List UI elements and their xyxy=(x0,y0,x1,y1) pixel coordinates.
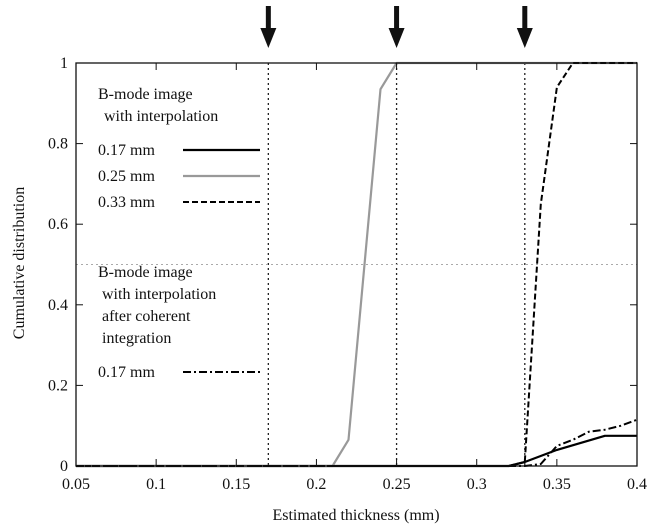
arrow-head-1 xyxy=(388,28,405,48)
legend-entry-label-g1-2: 0.33 mm xyxy=(98,194,155,211)
legend-group2-title-line-2: after coherent xyxy=(102,308,191,325)
legend-group1-title-line-0: B-mode image xyxy=(98,86,193,103)
reference-lines xyxy=(76,63,637,466)
legend-group2-title-line-0: B-mode image xyxy=(98,264,193,281)
arrow-markers xyxy=(260,6,533,48)
y-tick-label-1: 0.2 xyxy=(48,377,68,394)
x-tick-label-0: 0.05 xyxy=(62,476,90,493)
arrow-icon-1 xyxy=(388,6,405,48)
arrow-icon-2 xyxy=(516,6,533,48)
arrow-shaft-1 xyxy=(394,6,400,32)
y-tick-label-4: 0.8 xyxy=(48,136,68,153)
x-axis-title: Estimated thickness (mm) xyxy=(272,507,439,524)
series-line-3 xyxy=(76,418,638,467)
arrow-head-2 xyxy=(516,28,533,48)
x-tick-label-5: 0.3 xyxy=(467,476,487,493)
legend-entry-label-g1-0: 0.17 mm xyxy=(98,142,155,159)
legend-group2-title-line-3: integration xyxy=(102,330,171,347)
x-tick-label-3: 0.2 xyxy=(306,476,326,493)
y-tick-label-0: 0 xyxy=(60,458,68,475)
axis-ticks: 0.05 0.1 0.15 0.2 0.25 0.3 0.35 0.4 0 0.2 0.4 0.6 0.… xyxy=(48,55,647,493)
legend-group2-title-line-1: with interpolation xyxy=(102,286,216,303)
legend-entry-label-g2-0: 0.17 mm xyxy=(98,364,155,381)
arrow-icon-0 xyxy=(260,6,277,48)
x-tick-label-1: 0.1 xyxy=(146,476,166,493)
x-tick-label-2: 0.15 xyxy=(222,476,250,493)
y-tick-label-5: 1 xyxy=(60,55,68,72)
x-tick-label-6: 0.35 xyxy=(543,476,571,493)
x-tick-label-4: 0.25 xyxy=(383,476,411,493)
x-tick-label-7: 0.4 xyxy=(627,476,647,493)
legend-group1-title-line-1: with interpolation xyxy=(104,108,218,125)
y-tick-label-2: 0.4 xyxy=(48,297,68,314)
legend-entry-label-g1-1: 0.25 mm xyxy=(98,168,155,185)
arrow-head-0 xyxy=(260,28,277,48)
plot-frame xyxy=(75,62,638,467)
arrow-shaft-0 xyxy=(265,6,271,32)
plot-border xyxy=(75,62,638,467)
arrow-shaft-2 xyxy=(522,6,528,32)
legend: B-mode image with interpolation 0.17 mm 0.2… xyxy=(98,86,260,381)
y-axis-title: Cumulative distribution xyxy=(11,187,28,339)
y-tick-label-3: 0.6 xyxy=(48,216,68,233)
